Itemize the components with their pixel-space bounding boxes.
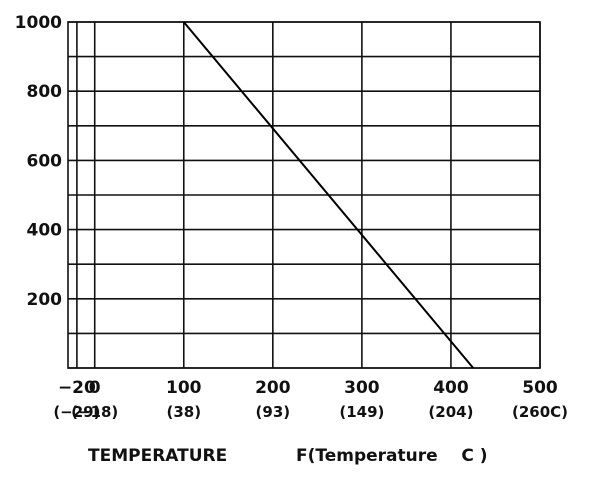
y-tick-600: 600 (27, 151, 63, 171)
x-tick-c-400: (204) (428, 403, 473, 421)
x-tick-100: 100 (166, 378, 202, 398)
x-tick-c-500: (260C) (512, 403, 568, 421)
x-tick-c-100: (38) (166, 403, 201, 421)
x-tick-c-200: (93) (256, 403, 291, 421)
plot-frame (67, 21, 541, 369)
y-tick-400: 400 (27, 221, 63, 241)
x-tick-c--20: (−29) (53, 403, 100, 421)
x-tick-c-0: (−18) (71, 403, 118, 421)
x-tick-labels: −200 100 200 300 400 500 (58, 378, 558, 398)
x-tick-0: 0 (89, 378, 101, 398)
x-tick--20: −20 (58, 378, 96, 398)
x-axis-unit-label: F(Temperature C ) (296, 446, 488, 466)
y-tick-200: 200 (27, 290, 63, 310)
x-tick-500: 500 (522, 378, 558, 398)
x-axis-label: TEMPERATURE (88, 446, 227, 466)
y-tick-labels: 1000 800 600 400 200 (15, 13, 62, 310)
series-layer (183, 21, 474, 369)
y-tick-1000: 1000 (15, 13, 62, 33)
horizontal-gridlines (68, 21, 540, 369)
x-tick-300: 300 (344, 378, 380, 398)
x-tick-400: 400 (433, 378, 469, 398)
x-celsius-tick-labels: (−29)(−18) (38) (93) (149) (204) (260C) (53, 403, 568, 421)
series-line-0 (183, 21, 474, 369)
x-tick-c-300: (149) (339, 403, 384, 421)
y-tick-800: 800 (27, 82, 63, 102)
x-tick-200: 200 (255, 378, 291, 398)
